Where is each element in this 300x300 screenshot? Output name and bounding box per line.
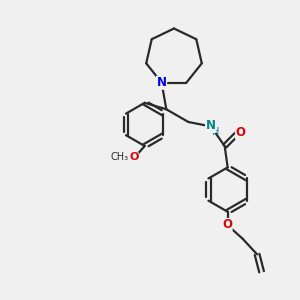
Text: N: N — [206, 119, 216, 132]
Text: O: O — [130, 152, 139, 162]
Text: O: O — [223, 218, 233, 231]
Text: N: N — [157, 76, 166, 89]
Text: O: O — [235, 126, 245, 140]
Text: CH₃: CH₃ — [111, 152, 129, 161]
Text: H: H — [212, 127, 219, 137]
